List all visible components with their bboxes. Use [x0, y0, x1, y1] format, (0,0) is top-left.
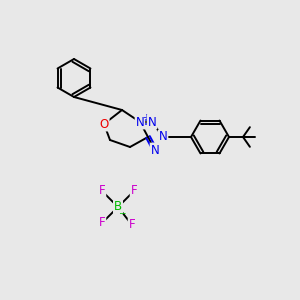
Text: N: N: [159, 130, 167, 143]
Text: F: F: [129, 218, 135, 232]
Text: F: F: [131, 184, 137, 197]
Text: N: N: [136, 116, 144, 128]
Text: N: N: [151, 143, 159, 157]
Text: B: B: [114, 200, 122, 214]
Text: −: −: [118, 208, 126, 217]
Text: F: F: [99, 217, 105, 230]
Text: N: N: [148, 116, 156, 128]
Text: +: +: [142, 112, 150, 122]
Text: O: O: [99, 118, 109, 130]
Text: F: F: [99, 184, 105, 197]
